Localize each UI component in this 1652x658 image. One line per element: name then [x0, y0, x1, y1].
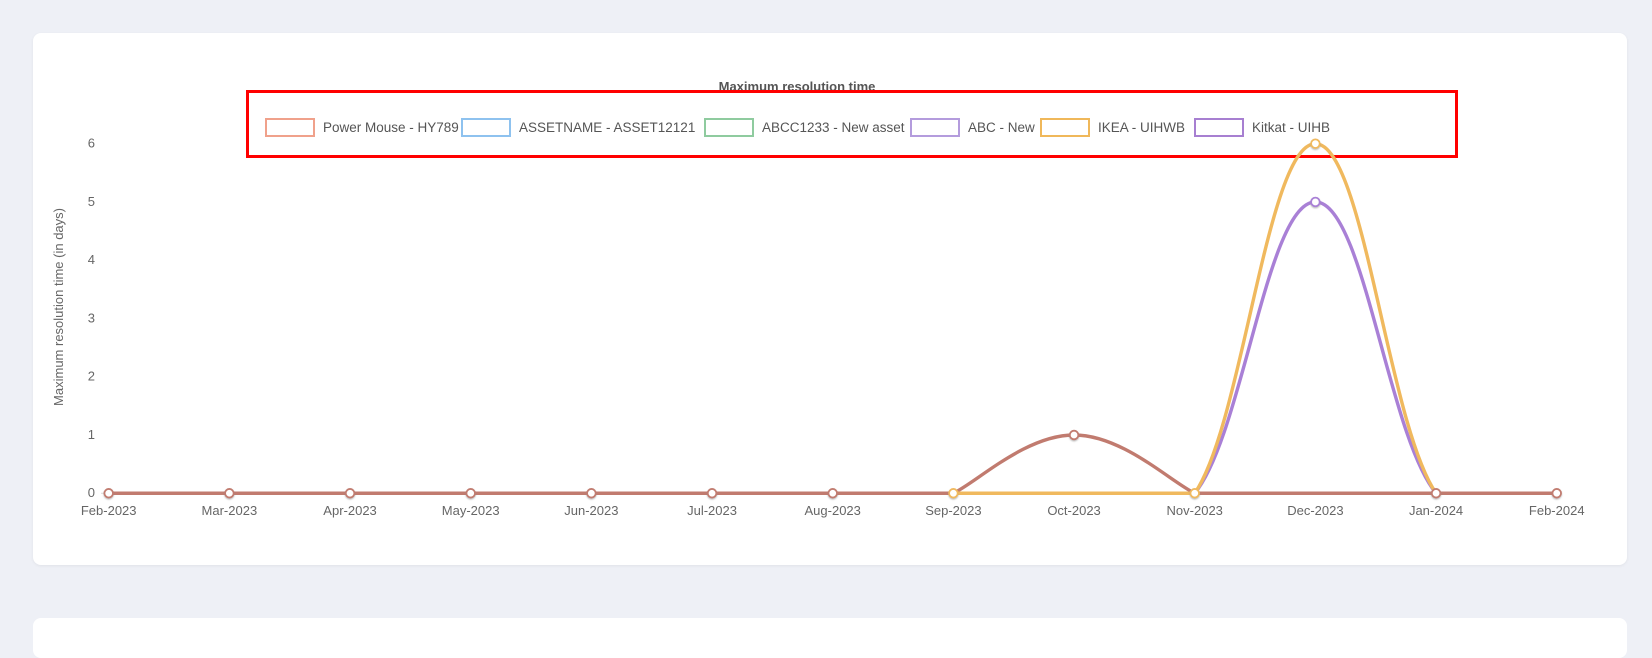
svg-text:3: 3 [88, 311, 95, 326]
svg-text:6: 6 [88, 136, 95, 151]
svg-text:Jan-2024: Jan-2024 [1409, 503, 1463, 518]
svg-text:May-2023: May-2023 [442, 503, 500, 518]
svg-text:1: 1 [88, 427, 95, 442]
svg-text:Nov-2023: Nov-2023 [1167, 503, 1223, 518]
svg-text:5: 5 [88, 194, 95, 209]
svg-text:2: 2 [88, 369, 95, 384]
svg-text:0: 0 [88, 485, 95, 500]
svg-text:Dec-2023: Dec-2023 [1287, 503, 1343, 518]
svg-text:Jun-2023: Jun-2023 [564, 503, 618, 518]
svg-text:Feb-2023: Feb-2023 [81, 503, 137, 518]
svg-text:Feb-2024: Feb-2024 [1529, 503, 1585, 518]
svg-text:Aug-2023: Aug-2023 [805, 503, 861, 518]
svg-text:4: 4 [88, 252, 95, 267]
svg-text:Oct-2023: Oct-2023 [1047, 503, 1100, 518]
svg-text:Sep-2023: Sep-2023 [925, 503, 981, 518]
svg-text:Jul-2023: Jul-2023 [687, 503, 737, 518]
svg-text:Apr-2023: Apr-2023 [323, 503, 376, 518]
svg-text:Mar-2023: Mar-2023 [202, 503, 258, 518]
